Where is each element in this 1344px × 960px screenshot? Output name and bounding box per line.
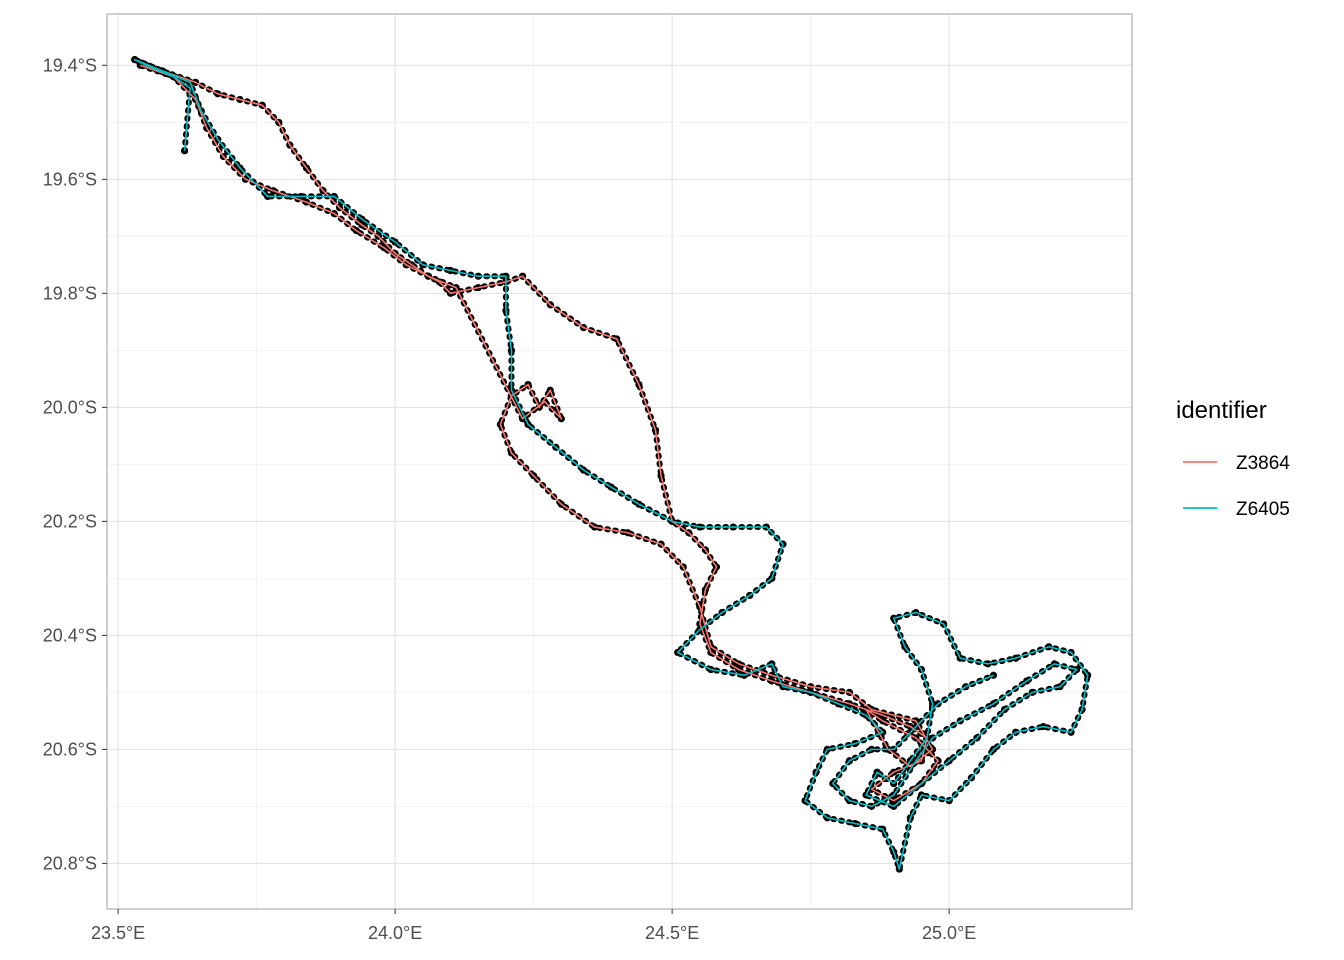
legend-title: identifier [1176,397,1267,424]
panel-background [107,14,1132,909]
y-tick-label: 20.6°S [43,739,97,759]
y-tick-label: 20.4°S [43,625,97,645]
y-tick-label: 20.8°S [43,853,97,873]
legend: identifier Z3864 Z6405 [1176,397,1290,520]
legend-item-z6405: Z6405 [1183,499,1290,520]
y-tick-label: 19.8°S [43,283,97,303]
x-tick-label: 23.5°E [91,923,145,943]
y-tick-label: 19.4°S [43,55,97,75]
x-tick-label: 24.5°E [645,923,699,943]
y-tick-label: 19.6°S [43,169,97,189]
y-tick-label: 20.0°S [43,397,97,417]
y-tick-label: 20.2°S [43,511,97,531]
series-lines [133,58,1089,870]
series-line-z3864 [134,58,939,802]
legend-label: Z6405 [1236,499,1290,520]
legend-label: Z3864 [1236,453,1290,474]
panel-border [106,13,1133,910]
legend-item-z3864: Z3864 [1183,453,1290,474]
x-tick-label: 24.0°E [368,923,422,943]
x-tick-label: 25.0°E [922,923,976,943]
legend-items: Z3864 Z6405 [1183,453,1290,520]
series-line-z6405 [133,58,1089,870]
axis-ticks: 23.5°E 24.0°E 24.5°E 25.0°E 19.4°S 19.6°S 19.8… [43,55,977,943]
gps-point [989,671,998,679]
